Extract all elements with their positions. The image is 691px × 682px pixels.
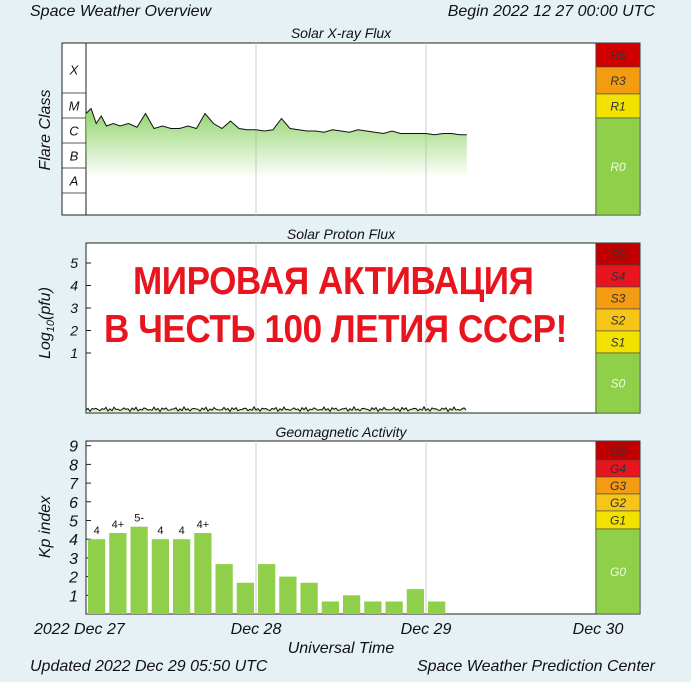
- kp-bar-label: 4+: [112, 519, 125, 531]
- kp-ytick-6: 6: [69, 495, 78, 512]
- proton-ytick-1: 1: [70, 345, 78, 361]
- proton-flux-fill: [86, 406, 467, 413]
- proton-ylabel: Log10(pfu): [37, 287, 57, 359]
- begin-time: Begin 2022 12 27 00:00 UTC: [447, 3, 655, 20]
- proton-title: Solar Proton Flux: [287, 226, 396, 242]
- xray-title: Solar X-ray Flux: [291, 25, 392, 41]
- proton-scale-s0: [595, 352, 641, 414]
- kp-xtick-3: Dec 30: [573, 621, 624, 638]
- kp-bar: [173, 539, 191, 614]
- proton-scale-label-s3: S3: [611, 292, 626, 306]
- kp-bar: [130, 526, 148, 614]
- kp-bar: [109, 533, 127, 614]
- proton-ytick-4: 4: [70, 278, 78, 294]
- xray-class-x: X: [69, 63, 80, 78]
- overlay-line1: МИРОВАЯ АКТИВАЦИЯ: [133, 260, 534, 303]
- xray-scale-label-r3: R3: [610, 74, 626, 88]
- xray-class-column: [61, 42, 87, 216]
- xray-scale-r1: [595, 93, 641, 119]
- xray-flux-line: [85, 107, 467, 136]
- kp-title: Geomagnetic Activity: [276, 424, 408, 440]
- kp-ytick-1: 1: [69, 588, 78, 605]
- kp-bar: [194, 533, 212, 614]
- kp-xtick-2: Dec 29: [401, 621, 452, 638]
- kp-bar: [215, 564, 233, 614]
- kp-bar: [88, 539, 106, 614]
- kp-bar: [406, 589, 424, 614]
- kp-scale-label-g3: G3: [610, 479, 626, 493]
- proton-scale-label-s2: S2: [611, 314, 626, 328]
- kp-scale-label-g0: G0: [610, 565, 626, 579]
- kp-ytick-5: 5: [69, 514, 78, 531]
- kp-scale-label-g4: G4: [610, 462, 626, 476]
- kp-ytick-7: 7: [69, 476, 79, 493]
- kp-bar: [385, 601, 403, 614]
- center-name: Space Weather Prediction Center: [416, 658, 655, 675]
- proton-scale-label-s0: S0: [611, 377, 626, 391]
- xray-flux-fill: [86, 108, 467, 175]
- kp-scale-label-g2: G2: [610, 496, 626, 510]
- kp-bar-label: 4+: [197, 519, 210, 531]
- page-title: Space Weather Overview: [30, 3, 212, 20]
- kp-bar: [343, 595, 361, 614]
- kp-scale-label-g5: G5: [610, 444, 626, 458]
- overlay-line2: В ЧЕСТЬ 100 ЛЕТИЯ СССР!: [104, 308, 567, 351]
- kp-ytick-9: 9: [69, 439, 78, 456]
- kp-bar: [236, 582, 254, 614]
- xray-class-b: B: [70, 149, 79, 164]
- kp-bar: [151, 539, 169, 614]
- kp-bar-label: 4: [179, 525, 185, 537]
- xray-class-a: A: [69, 174, 79, 189]
- kp-scale-g0: [595, 528, 641, 615]
- xray-scale-label-r5: R5: [610, 49, 626, 63]
- kp-xtick-1: Dec 28: [231, 621, 282, 638]
- kp-ytick-2: 2: [68, 570, 78, 587]
- updated-time: Updated 2022 Dec 29 05:50 UTC: [30, 658, 268, 675]
- kp-bar: [428, 601, 446, 614]
- xray-ylabel: Flare Class: [37, 90, 54, 171]
- kp-bar: [321, 601, 339, 614]
- proton-scale-label-s5: S5: [611, 248, 626, 262]
- proton-ytick-5: 5: [70, 255, 78, 271]
- xray-class-c: C: [69, 124, 79, 139]
- proton-flux-line: [85, 405, 467, 413]
- kp-ylabel: Kp index: [37, 495, 54, 558]
- kp-bar: [258, 564, 276, 614]
- kp-bar-label: 5-: [134, 513, 144, 525]
- xray-scale-label-r1: R1: [610, 100, 625, 114]
- kp-ytick-3: 3: [69, 551, 78, 568]
- kp-xlabel: Universal Time: [288, 640, 395, 657]
- xray-scale-r5: [595, 42, 641, 68]
- kp-bar: [300, 582, 318, 614]
- kp-bar-label: 4: [94, 525, 100, 537]
- kp-plot-area: [85, 440, 597, 615]
- xray-scale-r0: [595, 117, 641, 216]
- proton-scale-label-s4: S4: [611, 270, 626, 284]
- kp-ytick-8: 8: [69, 457, 78, 474]
- xray-class-m: M: [69, 99, 80, 114]
- kp-bar: [279, 576, 297, 614]
- proton-scale-label-s1: S1: [611, 336, 626, 350]
- xray-scale-r3: [595, 66, 641, 95]
- kp-ytick-4: 4: [69, 532, 78, 549]
- kp-xtick-0: 2022 Dec 27: [33, 621, 126, 638]
- proton-ytick-2: 2: [69, 323, 78, 339]
- kp-scale-label-g1: G1: [610, 514, 626, 528]
- kp-bar-label: 4: [157, 525, 163, 537]
- proton-ytick-3: 3: [70, 300, 78, 316]
- xray-scale-label-r0: R0: [610, 160, 626, 174]
- kp-bar: [364, 601, 382, 614]
